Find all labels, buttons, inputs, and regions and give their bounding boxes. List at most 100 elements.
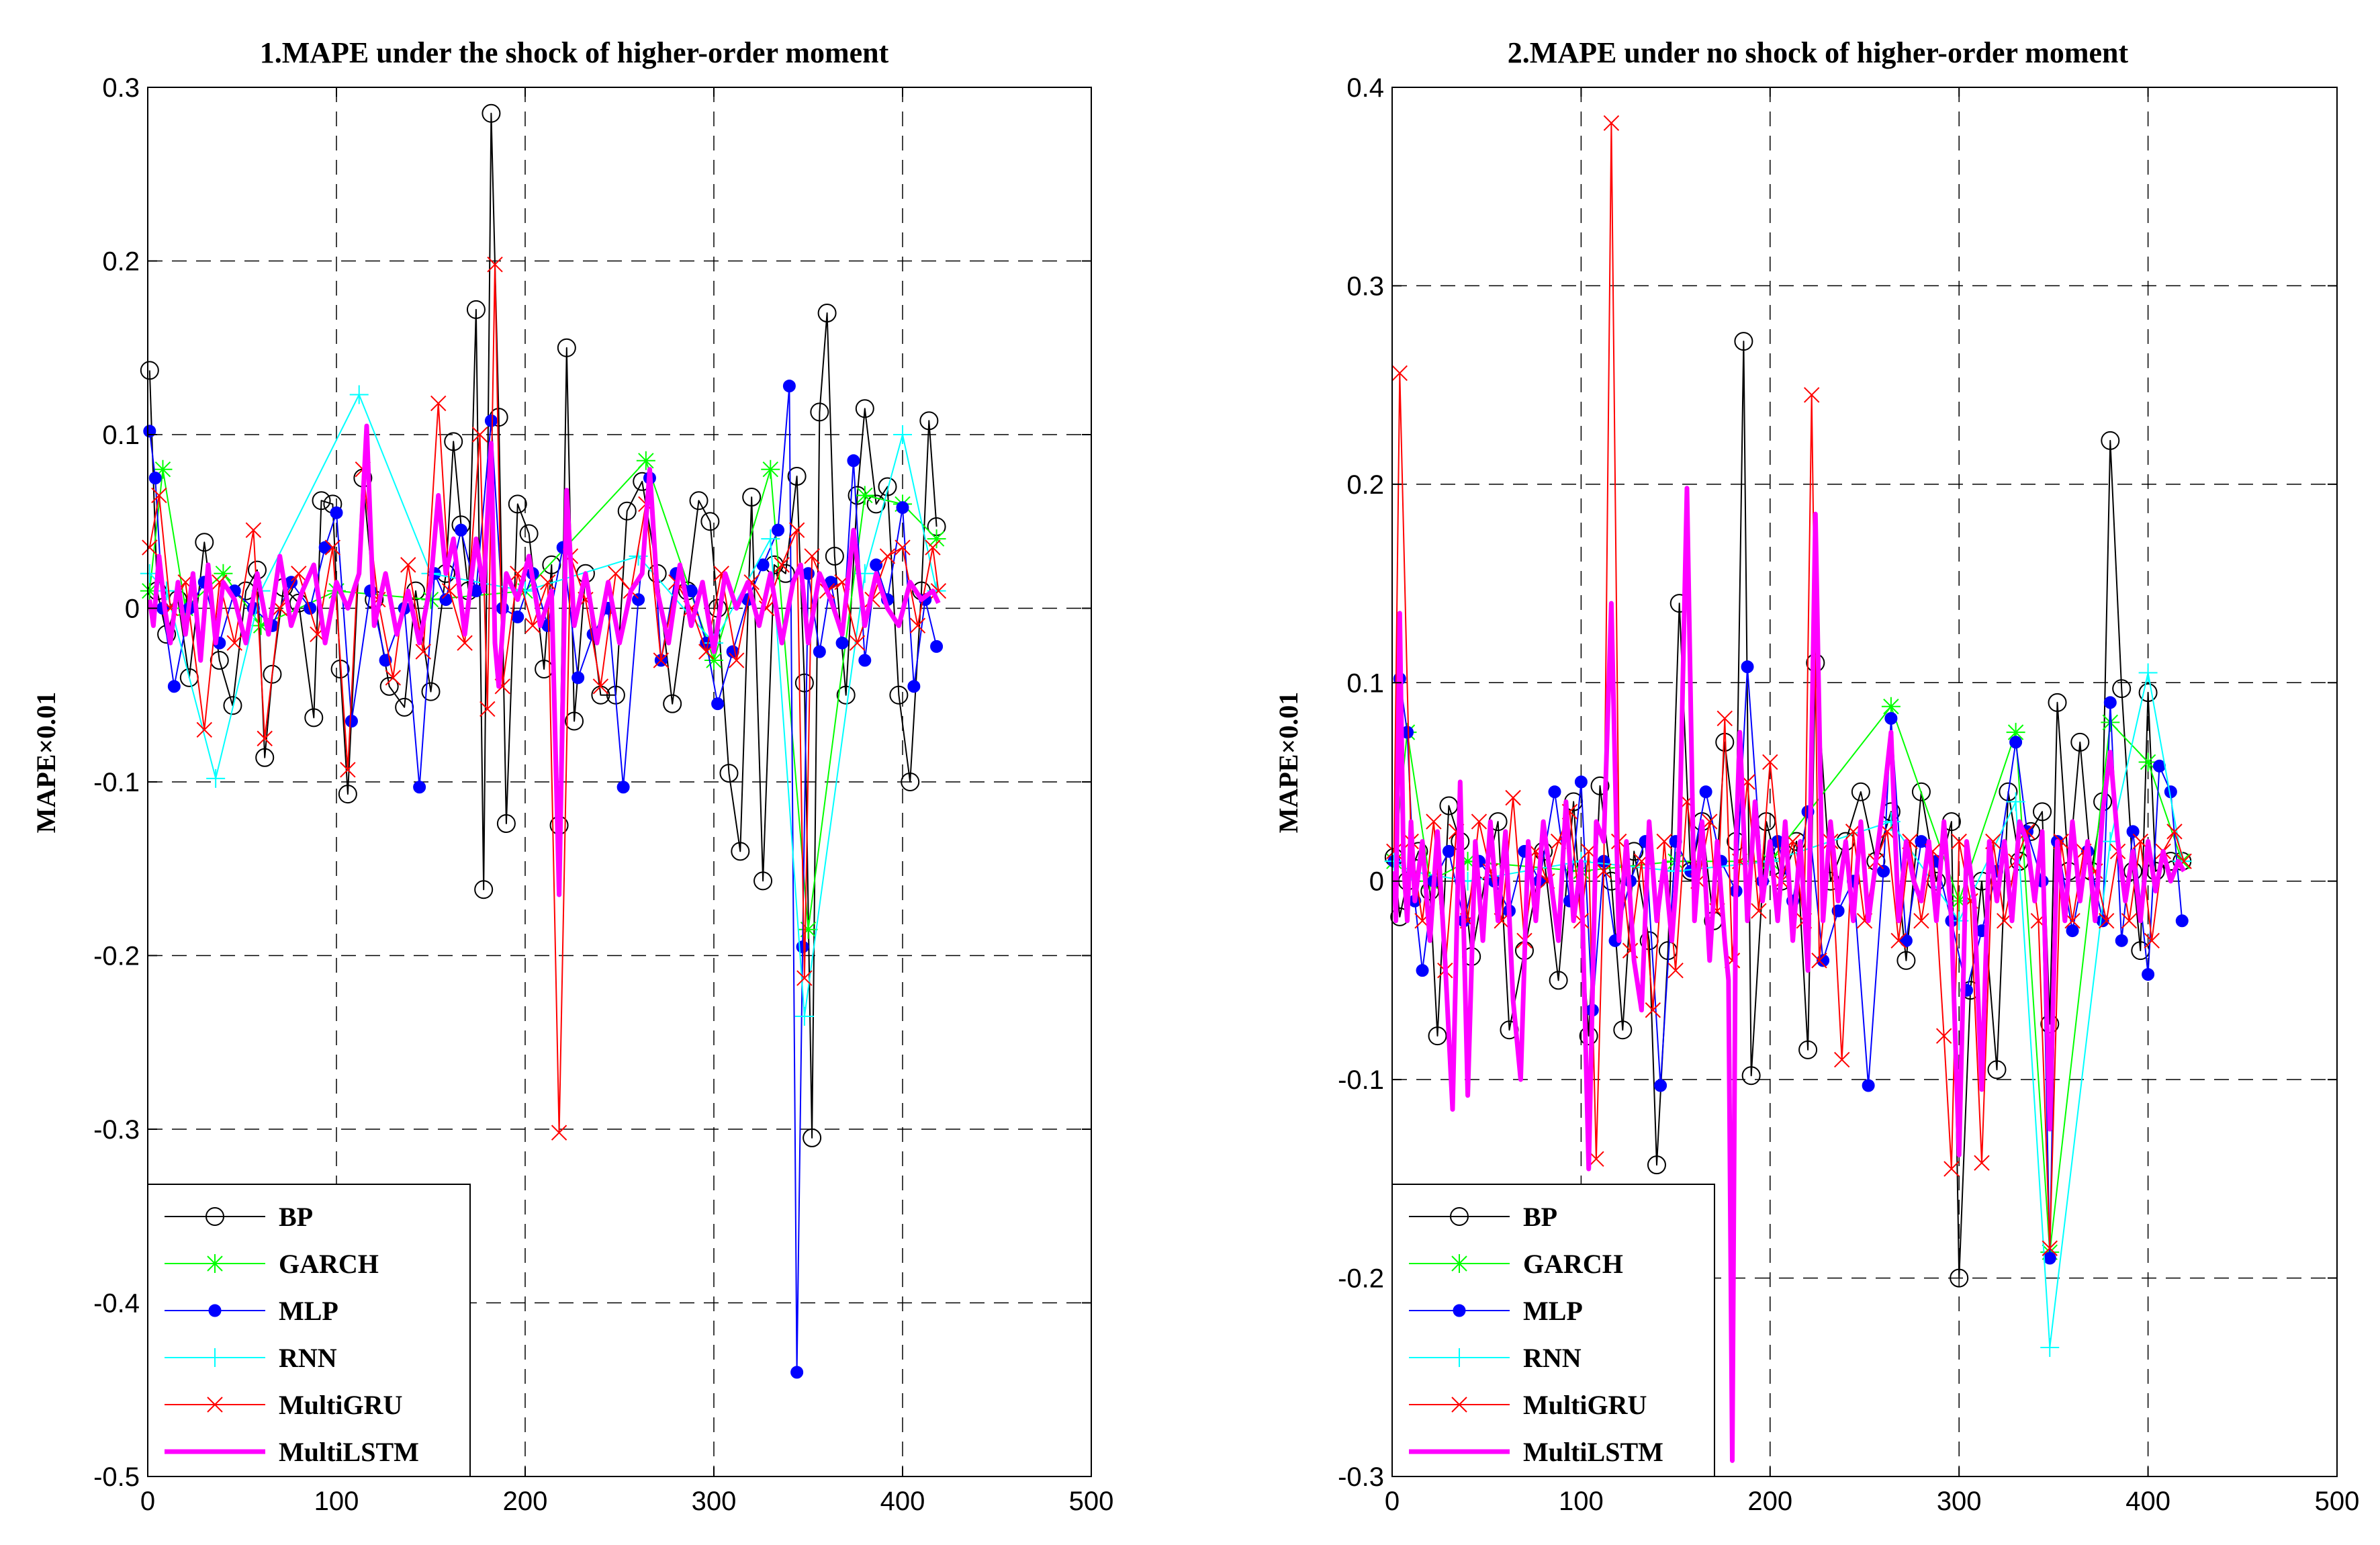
- data-point-mlp: [813, 645, 826, 658]
- data-point-multigru: [1656, 833, 1672, 850]
- legend-label-multilstm: MultiLSTM: [1523, 1437, 1663, 1467]
- data-point-mlp: [2115, 934, 2128, 947]
- data-point-multigru: [1762, 754, 1778, 770]
- legend-item-bp: BP: [165, 1202, 313, 1232]
- x-tick-label: 100: [1559, 1487, 1604, 1516]
- series-multilstm: [147, 423, 941, 897]
- data-point-mlp: [1548, 785, 1561, 799]
- legend-item-rnn: RNN: [1409, 1343, 1582, 1373]
- y-tick-label: 0: [125, 594, 140, 624]
- data-point-garch: [153, 459, 173, 479]
- chart-1-legend: BP GARCH MLP RNN MultiGRU MultiLSTM: [147, 1184, 471, 1477]
- data-point-bp: [379, 676, 399, 696]
- data-point-bp: [1798, 1040, 1818, 1059]
- data-point-multigru: [608, 566, 624, 582]
- data-point-multigru: [788, 522, 805, 538]
- data-point-multigru: [441, 582, 458, 599]
- legend-marker-mlp: [1453, 1304, 1466, 1317]
- y-tick-label: -0.3: [1338, 1462, 1384, 1492]
- data-point-bp: [803, 1128, 822, 1147]
- legend-item-mlp: MLP: [165, 1296, 338, 1326]
- series-line-multilstm: [1391, 486, 2187, 1463]
- data-point-bp: [617, 501, 637, 521]
- data-point-garch: [140, 581, 159, 601]
- data-point-mlp: [511, 610, 524, 623]
- data-point-multigru: [1834, 1051, 1850, 1068]
- x-tick-label: 500: [2315, 1487, 2360, 1516]
- chart-2-axes-frame: [1391, 87, 2338, 1477]
- data-point-garch: [421, 590, 441, 609]
- data-point-mlp: [2066, 924, 2079, 938]
- data-point-bp: [919, 411, 939, 431]
- data-point-multigru: [1943, 1161, 1960, 1177]
- data-point-multigru: [324, 539, 341, 556]
- data-point-multigru: [340, 762, 356, 778]
- data-point-bp: [787, 467, 807, 486]
- data-point-multigru: [1951, 833, 1967, 850]
- data-point-multigru: [151, 487, 167, 504]
- y-tick-label: -0.4: [93, 1289, 140, 1319]
- data-point-mlp: [571, 671, 585, 685]
- y-tick-label: 0.2: [1346, 470, 1384, 500]
- data-point-bp: [444, 432, 463, 451]
- chart-2-ylabel: MAPE×0.01: [1273, 692, 1303, 834]
- data-point-multigru: [1913, 913, 1929, 929]
- data-point-mlp: [2043, 1251, 2056, 1265]
- data-point-multigru: [457, 635, 473, 651]
- data-point-bp: [1987, 1060, 2007, 1079]
- legend-marker-rnn: [1450, 1348, 1469, 1367]
- data-point-bp: [1999, 782, 2018, 801]
- data-point-multigru: [1426, 813, 1442, 830]
- legend-label-multilstm: MultiLSTM: [279, 1437, 419, 1467]
- x-tick-label: 500: [1069, 1487, 1114, 1516]
- data-point-mlp: [896, 501, 909, 515]
- data-point-mlp: [2175, 914, 2189, 928]
- data-point-bp: [1911, 782, 1931, 801]
- data-point-multigru: [2098, 913, 2115, 929]
- data-point-mlp: [1654, 1079, 1667, 1092]
- data-point-mlp: [796, 940, 809, 954]
- data-point-multigru: [774, 557, 790, 573]
- data-point-bp: [1428, 1026, 1447, 1046]
- data-point-bp: [700, 512, 720, 531]
- data-point-multigru: [925, 539, 941, 556]
- data-point-mlp: [1574, 775, 1588, 789]
- data-point-garch: [214, 564, 233, 583]
- data-point-mlp: [148, 472, 162, 485]
- data-point-bp: [195, 533, 214, 552]
- data-point-rnn: [761, 529, 780, 549]
- data-point-rnn: [1384, 852, 1404, 871]
- data-point-bp: [1896, 951, 1916, 970]
- legend-item-bp: BP: [1409, 1202, 1557, 1232]
- data-point-garch: [927, 529, 946, 549]
- data-point-rnn: [206, 768, 226, 788]
- series-multilstm: [1391, 486, 2187, 1463]
- data-point-mlp: [1915, 835, 1928, 848]
- data-point-multigru: [291, 566, 307, 582]
- data-point-bp: [901, 772, 920, 791]
- data-point-multigru: [196, 721, 213, 738]
- legend-marker-multigru: [207, 1397, 223, 1413]
- data-point-multigru: [592, 678, 609, 695]
- data-point-garch: [2006, 723, 2025, 742]
- data-point-bp: [565, 711, 584, 731]
- data-point-mlp: [2126, 825, 2140, 838]
- data-point-mlp: [318, 541, 332, 554]
- legend-label-multigru: MultiGRU: [1523, 1390, 1647, 1420]
- data-point-mlp: [2142, 968, 2155, 981]
- x-tick-label: 200: [503, 1487, 548, 1516]
- data-point-multigru: [226, 635, 242, 651]
- data-point-mlp: [930, 639, 944, 653]
- legend-label-rnn: RNN: [279, 1343, 337, 1373]
- data-point-mlp: [858, 654, 872, 667]
- data-point-mlp: [907, 680, 921, 693]
- data-point-multigru: [1751, 903, 1767, 919]
- chart-1-ylabel: MAPE×0.01: [31, 692, 61, 834]
- data-point-mlp: [2103, 696, 2117, 709]
- data-point-multigru: [415, 644, 431, 660]
- data-point-rnn: [2040, 1337, 2060, 1357]
- data-point-bp: [817, 304, 837, 323]
- data-point-bp: [223, 696, 242, 715]
- legend-item-multigru: MultiGRU: [165, 1390, 402, 1420]
- data-point-mlp: [790, 1366, 804, 1379]
